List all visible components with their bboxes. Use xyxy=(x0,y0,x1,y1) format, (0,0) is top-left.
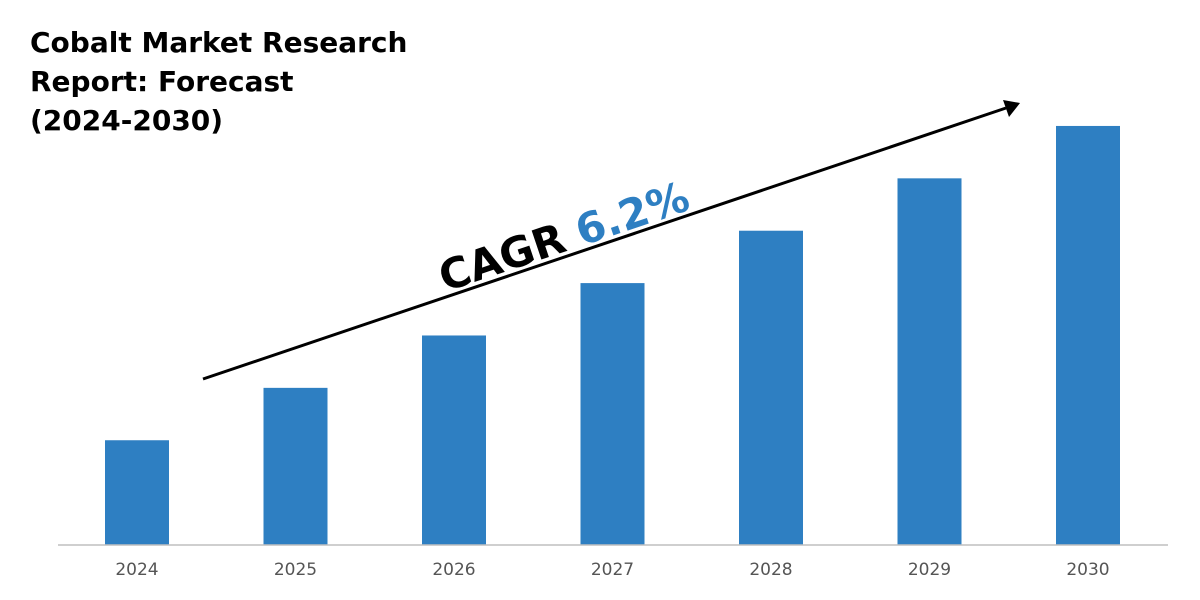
trend-arrow-head xyxy=(1003,100,1020,117)
x-tick-label-2030: 2030 xyxy=(1066,560,1109,580)
x-tick-label-2024: 2024 xyxy=(115,560,158,580)
chart-title: Cobalt Market Research Report: Forecast … xyxy=(30,26,407,137)
x-tick-label-2025: 2025 xyxy=(274,560,317,580)
trend-arrow-line xyxy=(202,106,1007,381)
bar-2027 xyxy=(580,283,645,545)
cagr-label: CAGR xyxy=(433,214,572,302)
title-line-3: (2024-2030) xyxy=(30,104,223,137)
x-tick-label-2027: 2027 xyxy=(591,560,634,580)
bar-2028 xyxy=(739,230,803,545)
bar-2030 xyxy=(1056,125,1120,545)
cagr-annotation: CAGR6.2% xyxy=(433,172,696,302)
bar-2025 xyxy=(263,387,328,545)
title-line-1: Cobalt Market Research xyxy=(30,26,407,59)
bar-2026 xyxy=(422,335,486,545)
bars-group xyxy=(105,125,1120,546)
bar-2024 xyxy=(105,440,169,545)
cagr-value: 6.2% xyxy=(569,172,695,256)
x-tick-label-2026: 2026 xyxy=(432,560,475,580)
x-axis-ticks: 2024 2025 2026 2027 2028 2029 2030 xyxy=(115,560,1109,580)
x-tick-label-2028: 2028 xyxy=(749,560,792,580)
cagr-arrow xyxy=(202,100,1020,381)
bar-2029 xyxy=(897,178,962,546)
x-tick-label-2029: 2029 xyxy=(908,560,951,580)
title-line-2: Report: Forecast xyxy=(30,65,294,98)
